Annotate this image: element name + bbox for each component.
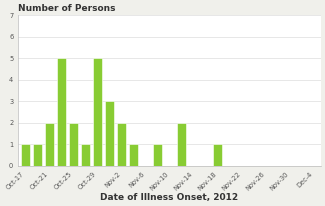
Bar (213, 144, 222, 166)
Bar (81, 144, 90, 166)
X-axis label: Date of Illness Onset, 2012: Date of Illness Onset, 2012 (100, 193, 239, 202)
Bar (45, 123, 54, 166)
Bar (57, 58, 66, 166)
Bar (153, 144, 162, 166)
Bar (93, 58, 102, 166)
Bar (105, 101, 114, 166)
Bar (177, 123, 186, 166)
Bar (21, 144, 30, 166)
Bar (69, 123, 78, 166)
Text: Number of Persons: Number of Persons (18, 4, 116, 13)
Bar (129, 144, 138, 166)
Bar (33, 144, 42, 166)
Bar (117, 123, 126, 166)
